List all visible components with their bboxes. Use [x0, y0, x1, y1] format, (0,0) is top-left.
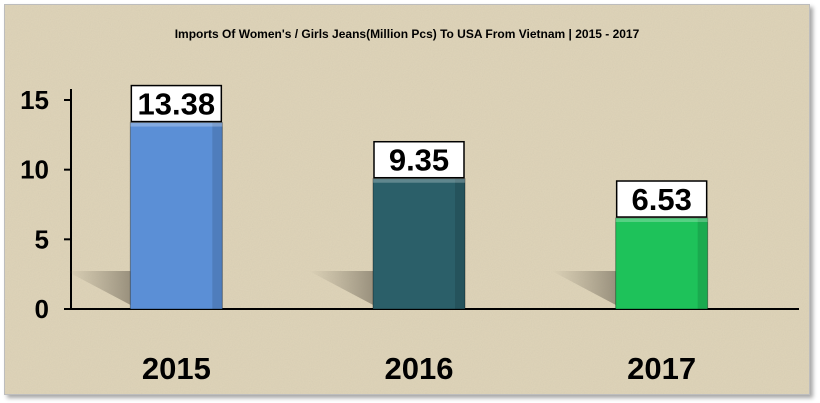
bar-edge-shade [212, 122, 223, 310]
chart-title: Imports Of Women's / Girls Jeans(Million… [175, 27, 640, 41]
bar-edge-shade [697, 218, 708, 309]
bar [372, 178, 466, 310]
bar-shadow [551, 271, 622, 309]
y-tick-label: 10 [20, 155, 49, 185]
x-tick-label: 2016 [385, 351, 454, 386]
bar-edge-shade [455, 178, 465, 309]
data-label-box [615, 180, 708, 218]
data-label: 13.38 [138, 87, 216, 122]
plot-area: 0 5 10 15 13.38 2015 9.35 2016 6.53 2017 [20, 84, 799, 386]
bar-shadow [309, 271, 379, 309]
x-tick-label: 2017 [627, 351, 696, 386]
bar-top-highlight [373, 178, 465, 183]
bar-top-highlight [615, 218, 708, 223]
data-label: 9.35 [389, 143, 449, 178]
data-label-box [130, 84, 223, 123]
x-tick-label: 2015 [142, 351, 211, 386]
bar [615, 217, 709, 310]
y-tick-label: 0 [35, 294, 49, 324]
data-label: 6.53 [631, 182, 691, 217]
data-label-box [373, 140, 465, 179]
chart-frame: Imports Of Women's / Girls Jeans(Million… [4, 4, 810, 395]
bar-top-highlight [130, 122, 223, 127]
bar-chart: Imports Of Women's / Girls Jeans(Million… [5, 5, 809, 394]
y-tick-label: 5 [35, 224, 49, 254]
y-tick-label: 15 [20, 85, 49, 115]
bar [129, 122, 223, 310]
bar-shadow [66, 271, 137, 309]
